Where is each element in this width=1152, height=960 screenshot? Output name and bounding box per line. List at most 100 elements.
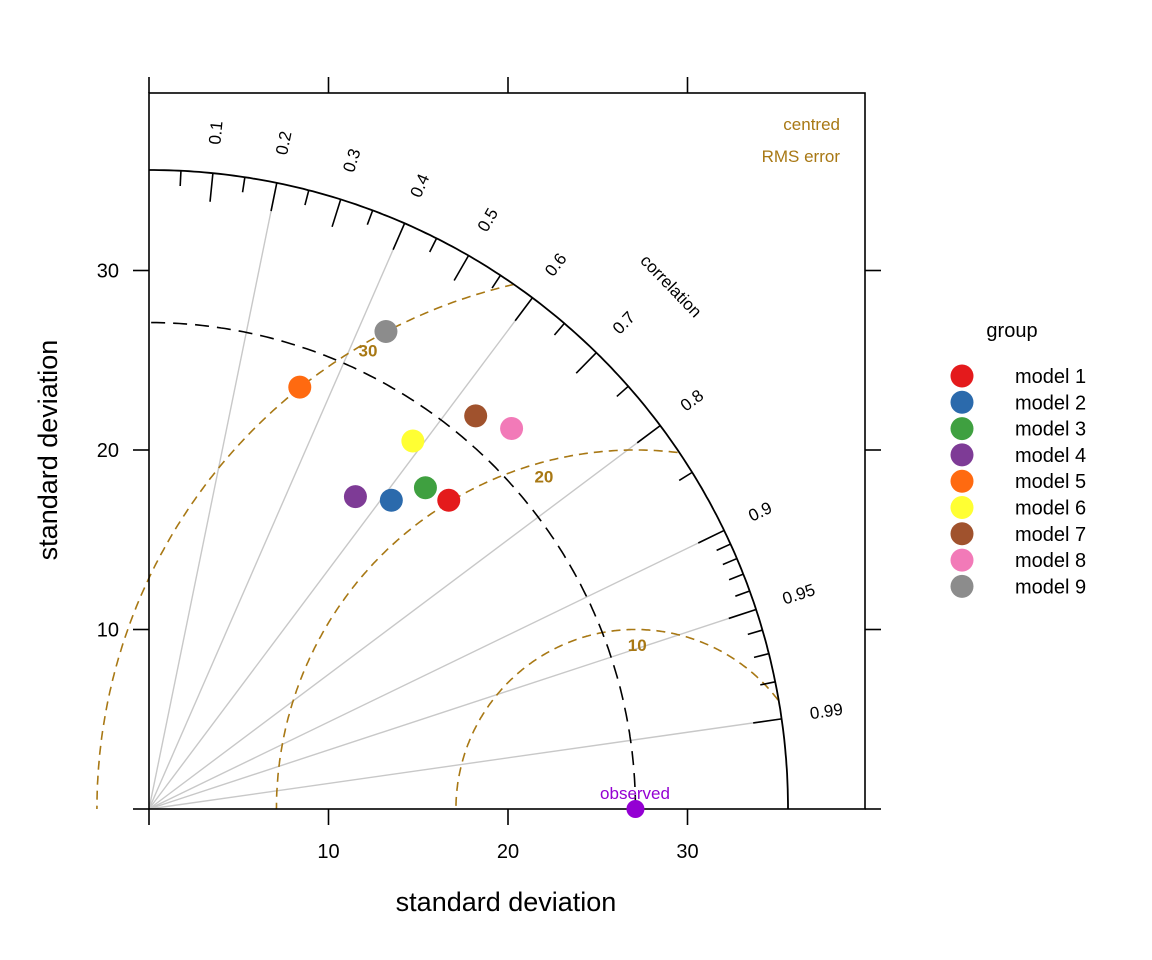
model-point xyxy=(437,488,461,512)
legend-label: model 4 xyxy=(1015,445,1086,467)
rms-note-line-1: centred xyxy=(783,115,840,134)
legend-marker xyxy=(950,417,974,441)
correlation-label: 0.95 xyxy=(780,580,817,608)
legend-marker xyxy=(950,364,974,388)
correlation-label: 0.4 xyxy=(406,171,433,200)
correlation-gridline xyxy=(148,529,725,810)
plot-frame: 10 20 30 10 20 30 xyxy=(97,77,881,863)
correlation-minor-tick xyxy=(747,629,763,636)
y-axis-tick-label: 20 xyxy=(97,440,119,462)
x-axis-tick-label: 20 xyxy=(497,841,519,863)
correlation-major-tick xyxy=(270,182,278,212)
legend-label: model 9 xyxy=(1015,576,1086,598)
model-points xyxy=(288,320,645,818)
correlation-gridline xyxy=(148,718,782,810)
legend-marker xyxy=(950,574,974,598)
correlation-label: 0.5 xyxy=(474,205,502,235)
correlation-major-tick xyxy=(697,529,725,544)
observed-point xyxy=(626,800,645,818)
rms-note-line-2: RMS error xyxy=(762,147,841,166)
y-axis-tick-label: 10 xyxy=(97,620,119,642)
correlation-title: correlation xyxy=(637,251,706,321)
model-point xyxy=(379,488,403,512)
correlation-minor-tick xyxy=(304,190,310,206)
plot-box xyxy=(148,92,866,810)
rms-contour-label: 20 xyxy=(534,467,553,486)
correlation-minor-tick xyxy=(491,274,502,289)
legend: model 1 model 2 model 3 model 4 model 5 model… xyxy=(950,364,1086,598)
outer-correlation-arc xyxy=(149,169,789,809)
correlation-major-tick xyxy=(575,352,597,374)
model-point xyxy=(374,320,398,344)
correlation-major-tick xyxy=(636,424,661,444)
correlation-label: 0.9 xyxy=(745,498,775,525)
correlation-major-tick xyxy=(331,199,342,228)
legend-label: model 5 xyxy=(1015,471,1086,493)
correlation-minor-tick xyxy=(553,322,565,336)
correlation-major-tick xyxy=(392,223,406,250)
correlation-major-tick xyxy=(753,718,782,724)
rms-contour-label: 10 xyxy=(628,636,647,655)
correlation-label: 0.7 xyxy=(609,308,639,338)
correlation-minor-tick xyxy=(179,170,182,187)
correlation-major-tick xyxy=(209,173,214,202)
correlation-minor-tick xyxy=(760,681,776,686)
correlation-minor-tick xyxy=(616,385,629,398)
correlation-gridline xyxy=(148,425,661,810)
correlation-label: 0.2 xyxy=(272,130,295,157)
observed-label: observed xyxy=(600,784,670,803)
correlation-label: 0.8 xyxy=(677,386,707,415)
correlation-major-tick xyxy=(514,297,534,322)
legend-marker xyxy=(950,390,974,414)
correlation-gridline xyxy=(148,608,757,810)
model-point xyxy=(413,476,437,500)
correlation-label: 0.1 xyxy=(205,120,226,145)
legend-marker xyxy=(950,522,974,546)
correlation-minor-tick xyxy=(753,652,770,659)
model-point xyxy=(343,485,367,509)
correlation-minor-tick xyxy=(366,210,374,225)
correlation-arc: 0.1 0.2 0.3 0.4 0.5 0.6 0.7 0.8 0.9 0.95 0.99 xyxy=(149,120,844,809)
correlation-minor-tick xyxy=(728,573,744,581)
model-point xyxy=(464,404,488,428)
correlation-gridline xyxy=(148,223,406,810)
correlation-gridline xyxy=(148,297,533,810)
correlation-minor-tick xyxy=(722,557,738,566)
correlation-label: 0.99 xyxy=(809,700,844,723)
legend-marker xyxy=(950,469,974,493)
legend-marker xyxy=(950,548,974,572)
legend-label: model 8 xyxy=(1015,550,1086,572)
correlation-minor-tick xyxy=(735,590,750,597)
correlation-minor-tick xyxy=(428,237,438,253)
correlation-minor-tick xyxy=(716,543,731,552)
model-point xyxy=(288,375,312,399)
rms-contour-label: 30 xyxy=(359,342,378,361)
rms-contour xyxy=(275,449,678,810)
rms-contours: 10 20 30 xyxy=(96,283,779,810)
legend-label: model 3 xyxy=(1015,419,1086,441)
correlation-major-tick xyxy=(453,255,470,281)
observed-sd-arc xyxy=(149,321,637,809)
rms-contour xyxy=(455,628,779,810)
legend-label: model 6 xyxy=(1015,498,1086,520)
legend-label: model 2 xyxy=(1015,392,1086,414)
correlation-minor-tick xyxy=(678,471,693,482)
correlation-major-tick xyxy=(728,608,757,620)
y-axis-title: standard deviation xyxy=(33,340,63,561)
correlation-label: 0.3 xyxy=(339,146,364,174)
legend-marker xyxy=(950,443,974,467)
correlation-minor-tick xyxy=(241,177,246,193)
x-axis-tick-label: 10 xyxy=(317,841,339,863)
x-axis-title: standard deviation xyxy=(396,887,617,917)
legend-label: model 7 xyxy=(1015,524,1086,546)
rms-contour xyxy=(96,283,515,810)
correlation-gridlines xyxy=(148,182,782,810)
model-point xyxy=(500,416,524,440)
y-axis-tick-label: 30 xyxy=(97,261,119,283)
model-point xyxy=(401,429,425,453)
x-axis-tick-label: 30 xyxy=(676,841,698,863)
correlation-gridline xyxy=(148,182,278,810)
legend-label: model 1 xyxy=(1015,366,1086,388)
legend-title: group xyxy=(986,320,1037,342)
